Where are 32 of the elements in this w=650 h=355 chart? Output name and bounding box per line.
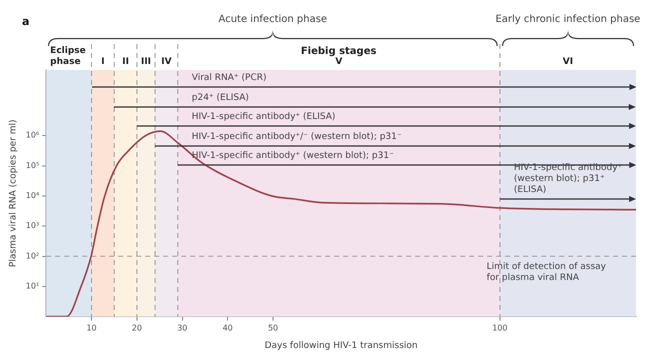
y-tick-label: 10⁴ [26, 191, 40, 200]
annotation: Viral RNA⁺ (PCR) [192, 73, 267, 84]
y-tick-label: 10⁵ [26, 160, 40, 170]
x-tick-label: 10 [86, 323, 97, 332]
annotation: p24⁺ (ELISA) [192, 92, 249, 104]
x-tick-label: 100 [492, 323, 508, 332]
annotation: HIV-1-specific antibody⁺ (western blot); p31⁺ (ELISA) [514, 162, 624, 196]
y-tick-label: 10⁶ [26, 130, 40, 140]
band-label: Eclipse phase [50, 46, 86, 67]
annotation: HIV-1-specific antibody⁺ (western blot); p31⁻ [192, 151, 394, 162]
text: Acute infection phase [218, 14, 328, 25]
band-label: V [335, 57, 342, 67]
band-label: IV [161, 57, 172, 67]
y-tick-label: 10³ [26, 221, 40, 230]
text: Fiebig stages [300, 46, 376, 57]
x-axis-title: Days following HIV-1 transmission [264, 340, 418, 351]
x-tick-label: 30 [177, 323, 188, 332]
band-label: VI [562, 57, 574, 67]
annotation: HIV-1-specific antibody⁺/⁻ (western blot); p31⁻ [192, 132, 402, 142]
y-axis-title: Plasma viral RNA (copies per ml) [8, 120, 19, 268]
y-tick-label: 10² [26, 251, 40, 260]
x-tick-label: 20 [132, 323, 142, 332]
x-tick-label: 50 [268, 323, 278, 332]
ref-line-label: Limit of detection of assay for plasma viral RNA [486, 262, 607, 284]
annotation: HIV-1-specific antibody⁺ (ELISA) [192, 112, 336, 123]
text: a [22, 15, 30, 28]
y-tick-label: 10¹ [26, 282, 40, 291]
band-label: I [101, 57, 105, 67]
band-label: II [122, 57, 129, 67]
band-label: III [140, 57, 152, 67]
x-tick-label: 40 [222, 323, 233, 332]
text: Early chronic infection phase [495, 14, 640, 25]
